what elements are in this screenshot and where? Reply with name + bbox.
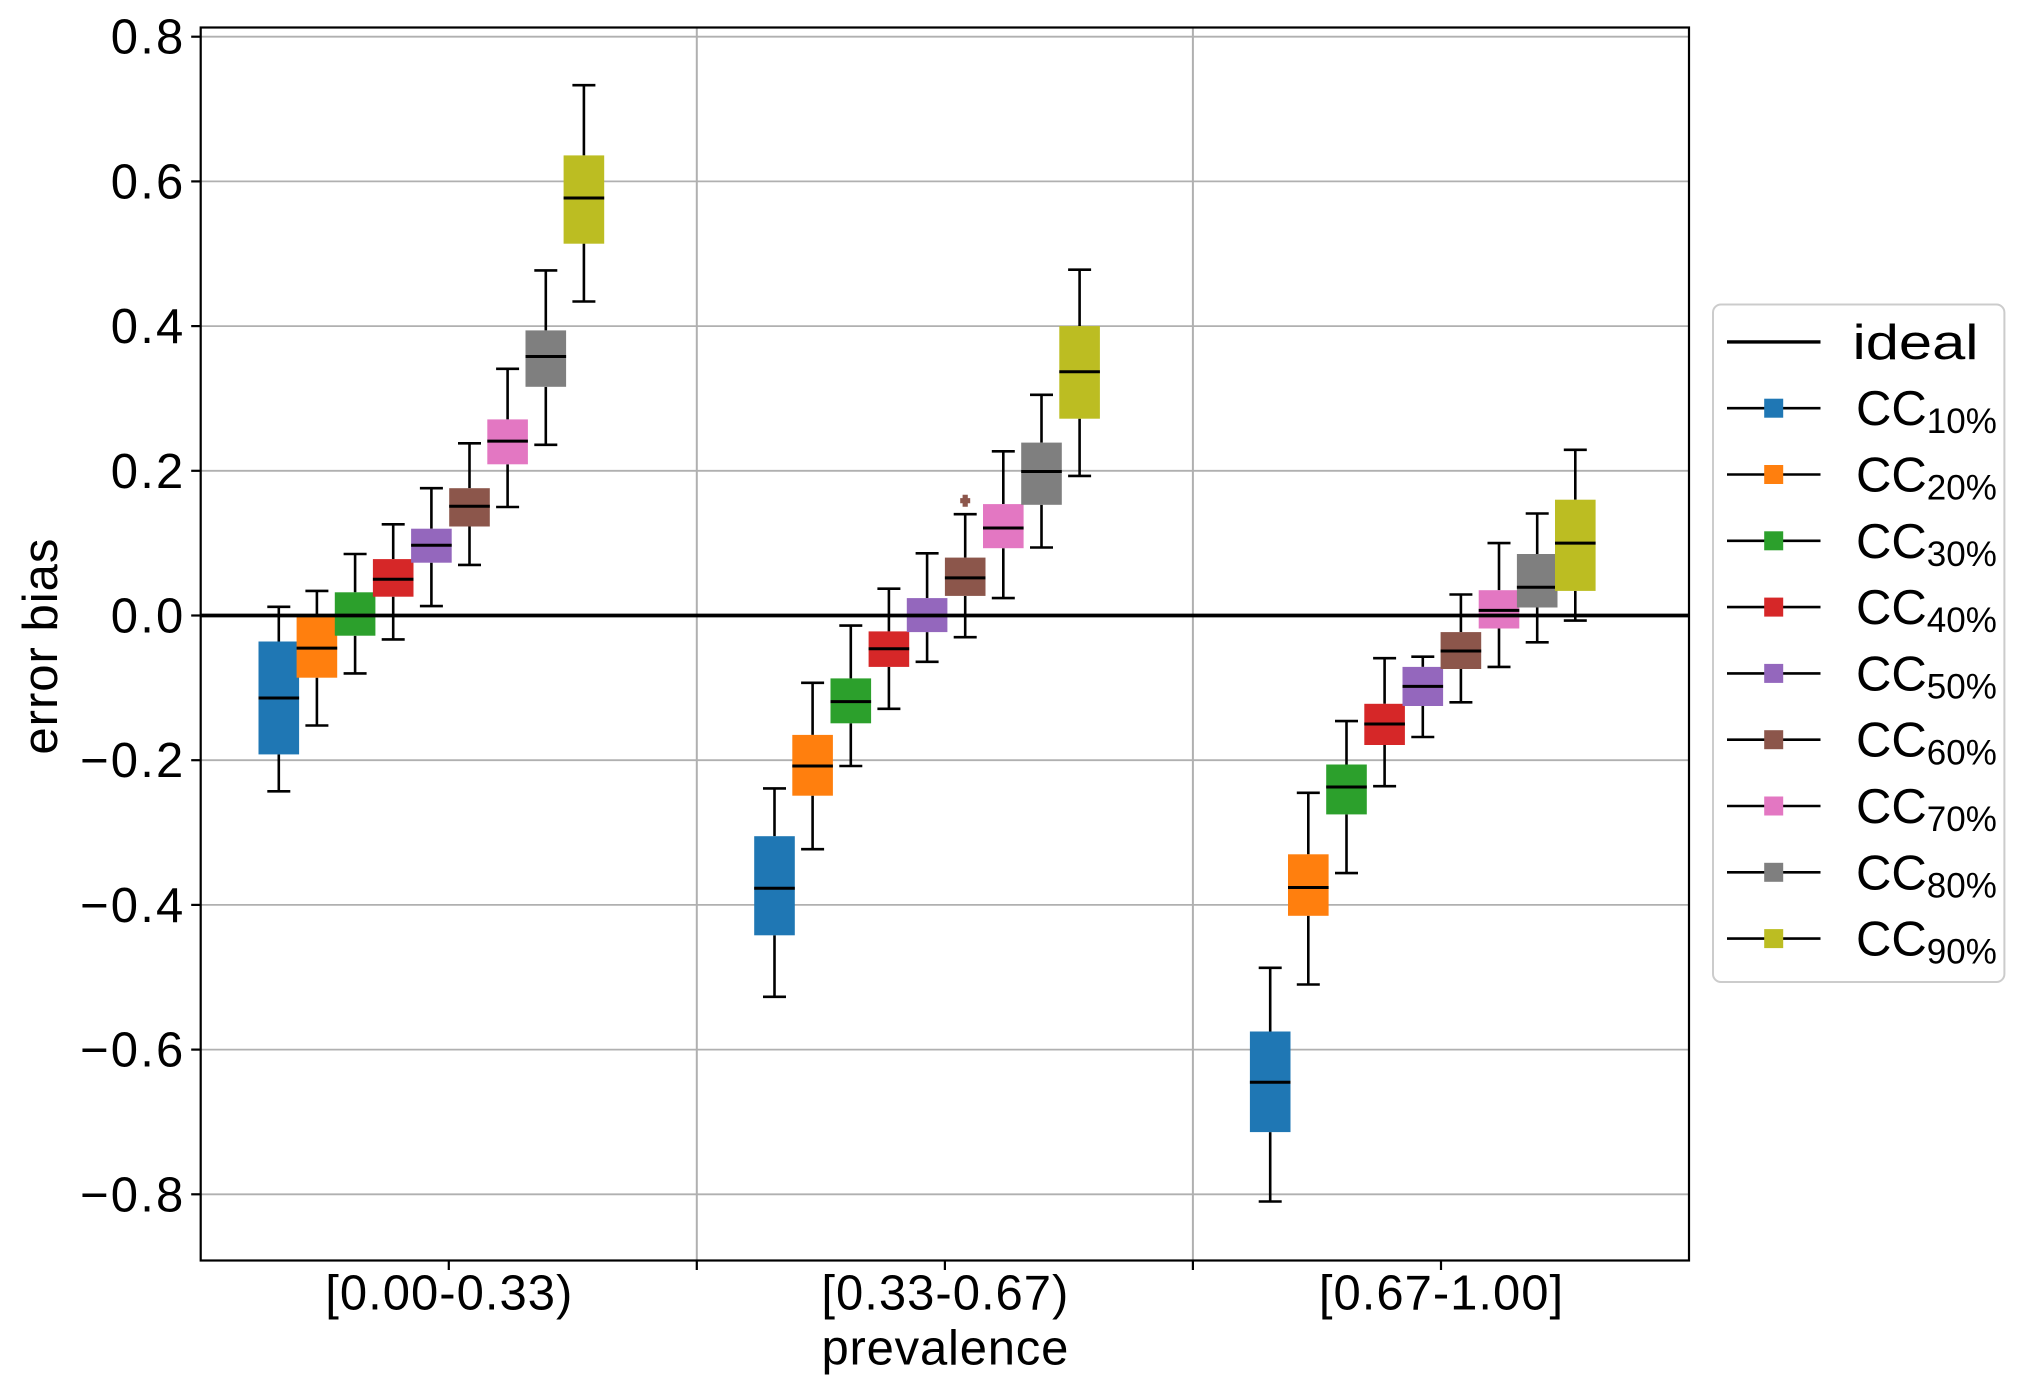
svg-text:0.8: 0.8: [111, 11, 186, 65]
svg-text:[0.67-1.00]: [0.67-1.00]: [1319, 1267, 1564, 1321]
svg-text:−0.4: −0.4: [80, 879, 186, 933]
svg-text:error bias: error bias: [14, 538, 68, 755]
svg-text:CC10%: CC10%: [1856, 382, 1997, 441]
svg-text:−0.8: −0.8: [80, 1168, 186, 1222]
svg-text:−0.2: −0.2: [80, 734, 186, 788]
svg-text:[0.00-0.33): [0.00-0.33): [325, 1267, 573, 1321]
svg-text:prevalence: prevalence: [821, 1322, 1069, 1376]
svg-text:[0.33-0.67): [0.33-0.67): [821, 1267, 1069, 1321]
svg-text:CC60%: CC60%: [1856, 714, 1997, 773]
svg-text:0.2: 0.2: [111, 445, 186, 499]
svg-text:0.6: 0.6: [111, 155, 186, 209]
svg-text:CC40%: CC40%: [1856, 581, 1997, 640]
svg-text:0.4: 0.4: [111, 300, 186, 354]
svg-text:−0.6: −0.6: [80, 1024, 186, 1078]
svg-text:0.0: 0.0: [111, 590, 186, 644]
svg-text:ideal: ideal: [1853, 316, 1979, 370]
